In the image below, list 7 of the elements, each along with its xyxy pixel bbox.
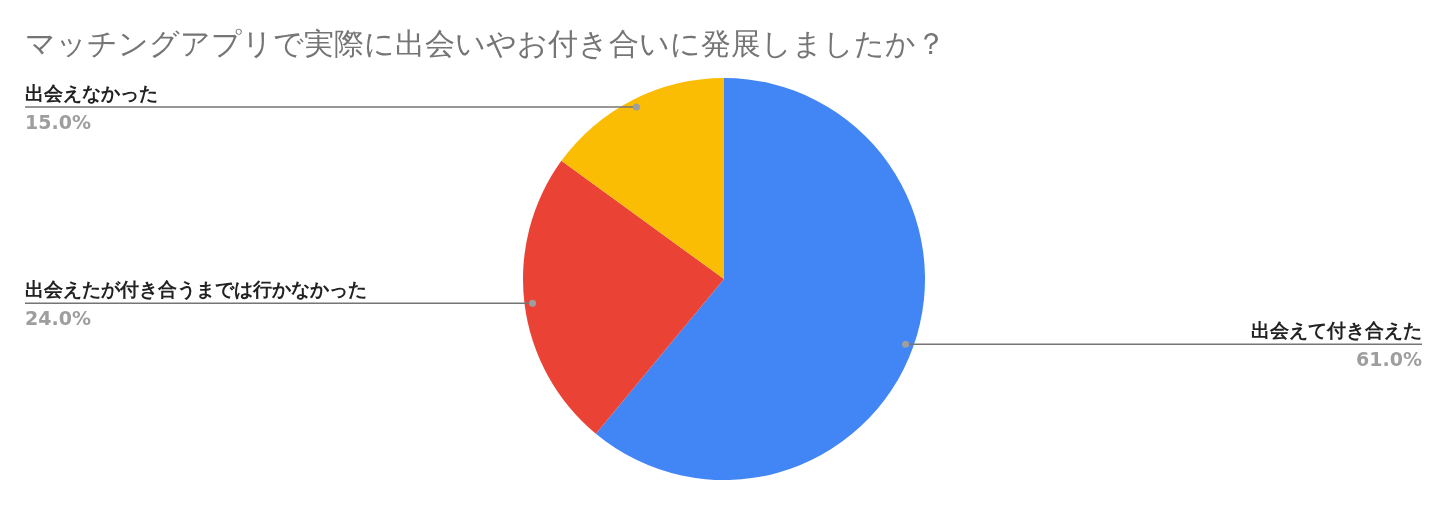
data-label: 24.0%: [25, 307, 91, 330]
data-label: 15.0%: [25, 111, 91, 134]
slice-label: 出会えて付き合えた: [1251, 319, 1422, 342]
chart-title: マッチングアプリで実際に出会いやお付き合いに発展しましたか？: [25, 26, 946, 61]
slice-label: 出会えなかった: [25, 82, 158, 105]
data-label: 61.0%: [1356, 348, 1422, 371]
slice-label: 出会えたが付き合うまでは行かなかった: [25, 278, 367, 302]
